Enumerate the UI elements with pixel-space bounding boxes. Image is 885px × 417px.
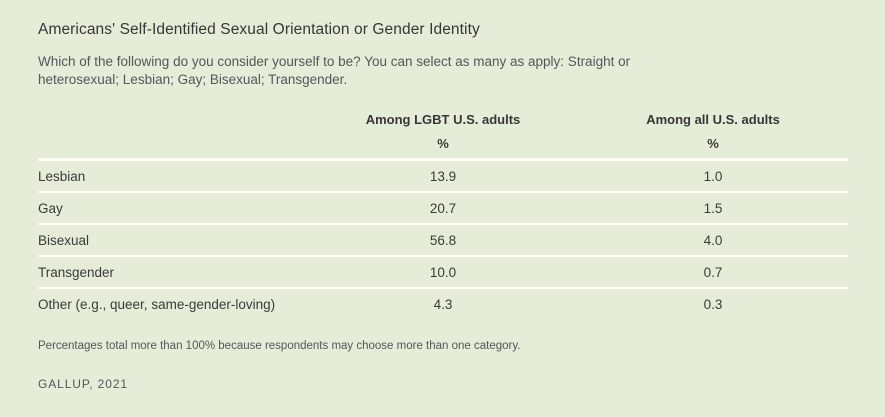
column-header-lgbt-adults: Among LGBT U.S. adults: [365, 111, 521, 127]
table-row: Transgender 10.0 0.7: [38, 255, 848, 287]
survey-question-subtitle: Which of the following do you consider y…: [38, 54, 631, 87]
column-header-all-adults: Among all U.S. adults: [646, 111, 780, 127]
table-row: Other (e.g., queer, same-gender-loving) …: [38, 287, 848, 319]
row-label: Lesbian: [38, 168, 86, 184]
table-row: Bisexual 56.8 4.0: [38, 223, 848, 255]
row-label: Transgender: [38, 264, 115, 280]
orientation-identity-table: Among LGBT U.S. adults Among all U.S. ad…: [38, 109, 848, 319]
unit-percent-all: %: [707, 136, 719, 151]
row-value-all: 0.3: [703, 296, 723, 312]
row-value-all: 0.7: [703, 264, 723, 280]
row-value-lgbt: 20.7: [429, 200, 457, 216]
table-row: Gay 20.7 1.5: [38, 191, 848, 223]
row-label: Gay: [38, 200, 63, 216]
row-value-all: 4.0: [703, 232, 723, 248]
table-unit-row: % %: [38, 129, 848, 158]
row-value-all: 1.5: [703, 200, 723, 216]
unit-percent-lgbt: %: [437, 136, 449, 151]
row-value-lgbt: 10.0: [429, 264, 457, 280]
row-value-lgbt: 4.3: [433, 296, 453, 312]
source-attribution: GALLUP, 2021: [38, 377, 128, 391]
row-value-all: 1.0: [703, 168, 723, 184]
table-footnote: Percentages total more than 100% because…: [38, 340, 521, 352]
row-value-lgbt: 13.9: [429, 168, 457, 184]
row-label: Other (e.g., queer, same-gender-loving): [38, 296, 276, 312]
row-value-lgbt: 56.8: [429, 232, 457, 248]
row-label: Bisexual: [38, 232, 90, 248]
table-header-row: Among LGBT U.S. adults Among all U.S. ad…: [38, 109, 848, 129]
page-title: Americans' Self-Identified Sexual Orient…: [38, 21, 480, 38]
table-row: Lesbian 13.9 1.0: [38, 158, 848, 191]
